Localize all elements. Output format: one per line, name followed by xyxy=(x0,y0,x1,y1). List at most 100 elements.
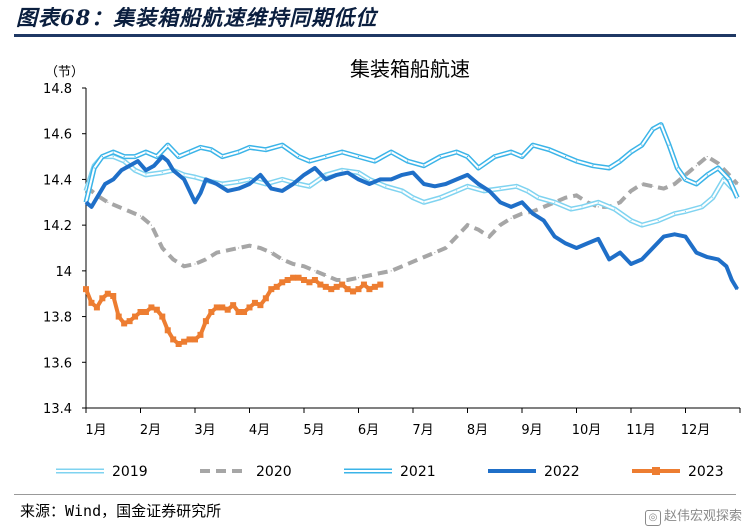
data-point-2020 xyxy=(521,213,523,215)
legend-item-2023: 2023 xyxy=(632,464,724,480)
data-point-2022 xyxy=(325,178,327,181)
data-point-2021 xyxy=(521,155,523,158)
data-point-2023 xyxy=(224,306,231,313)
legend-label: 2020 xyxy=(256,464,292,480)
data-point-2022 xyxy=(586,242,589,245)
data-point-2021 xyxy=(123,155,125,158)
legend-label: 2021 xyxy=(400,464,436,480)
data-point-2022 xyxy=(85,201,87,203)
data-point-2021 xyxy=(652,128,654,130)
y-tick-label: 14 xyxy=(55,265,72,280)
data-point-2019 xyxy=(112,155,114,158)
data-point-2023 xyxy=(115,313,122,320)
data-point-2021 xyxy=(145,151,147,153)
data-point-2020 xyxy=(499,224,501,226)
data-point-2019 xyxy=(145,174,147,176)
data-point-2021 xyxy=(281,144,283,146)
data-point-2022 xyxy=(314,167,316,169)
data-point-2021 xyxy=(439,155,441,158)
x-tick-label: 2月 xyxy=(140,423,161,438)
legend-item-2021: 2021 xyxy=(344,464,436,480)
data-point-2019 xyxy=(134,169,136,171)
data-point-2020 xyxy=(488,235,490,238)
x-tick-label: 12月 xyxy=(681,423,711,438)
y-tick-label: 13.4 xyxy=(43,402,72,417)
data-point-2020 xyxy=(129,210,131,213)
data-point-2019 xyxy=(183,174,185,176)
data-point-2021 xyxy=(112,151,114,153)
data-point-2023 xyxy=(290,274,297,281)
data-point-2022 xyxy=(104,183,106,185)
series-2021 xyxy=(83,122,740,203)
legend-item-2019: 2019 xyxy=(56,464,148,480)
data-point-2023 xyxy=(132,313,139,320)
data-point-2022 xyxy=(357,178,360,181)
data-point-2021 xyxy=(101,155,103,158)
data-point-2020 xyxy=(325,274,327,277)
data-point-2021 xyxy=(466,155,469,158)
x-tick-label: 9月 xyxy=(521,423,542,438)
data-point-2020 xyxy=(194,263,196,265)
y-tick-label: 14.4 xyxy=(43,173,72,188)
data-point-2019 xyxy=(248,178,251,181)
data-point-2022 xyxy=(423,183,425,185)
data-point-2023 xyxy=(360,281,367,288)
data-point-2022 xyxy=(521,201,523,203)
data-point-2022 xyxy=(717,258,719,261)
data-point-2023 xyxy=(279,279,286,286)
data-point-2020 xyxy=(139,215,142,217)
data-point-2023 xyxy=(235,309,242,315)
data-point-2020 xyxy=(118,206,120,208)
line-chart: 集装箱船航速 （节） 13.4 13.6 13.8 14 14.2 14.4 14.6 14.… xyxy=(43,57,741,480)
data-point-2021 xyxy=(357,155,360,158)
data-point-2021 xyxy=(93,167,95,169)
series-2022 xyxy=(84,154,740,291)
data-point-2022 xyxy=(401,174,403,176)
data-point-2020 xyxy=(270,251,272,254)
data-point-2020 xyxy=(216,251,218,254)
data-point-2019 xyxy=(499,187,501,190)
data-point-2022 xyxy=(706,256,708,258)
data-point-2022 xyxy=(292,183,294,185)
data-point-2023 xyxy=(192,336,198,343)
data-point-2021 xyxy=(341,151,343,153)
data-point-2019 xyxy=(701,206,703,208)
data-point-2022 xyxy=(630,263,632,265)
data-point-2020 xyxy=(575,194,578,197)
axes: 13.4 13.6 13.8 14 14.2 14.4 14.6 14.8 1月 2月 3月 4月 5月… xyxy=(43,82,741,438)
data-point-2023 xyxy=(181,338,188,345)
data-point-2022 xyxy=(597,238,599,240)
data-point-2022 xyxy=(238,187,240,190)
data-point-2019 xyxy=(570,208,572,210)
data-point-2022 xyxy=(725,265,727,267)
data-point-2023 xyxy=(142,309,149,315)
data-point-2020 xyxy=(390,270,392,272)
data-point-2023 xyxy=(121,320,128,327)
data-point-2023 xyxy=(99,295,106,302)
data-point-2020 xyxy=(172,258,174,261)
data-point-2019 xyxy=(357,171,360,174)
data-point-2023 xyxy=(93,304,100,311)
data-point-2022 xyxy=(674,233,676,235)
data-point-2021 xyxy=(325,155,327,158)
data-point-2021 xyxy=(676,167,678,169)
data-point-2021 xyxy=(265,149,267,151)
data-point-2021 xyxy=(660,123,662,126)
x-tick-label: 4月 xyxy=(249,423,270,438)
data-point-2019 xyxy=(221,183,223,185)
data-point-2020 xyxy=(423,256,425,258)
data-point-2022 xyxy=(205,178,207,181)
data-point-2021 xyxy=(390,151,392,153)
data-point-2023 xyxy=(295,274,302,281)
data-point-2019 xyxy=(723,178,725,181)
data-point-2020 xyxy=(445,247,447,249)
data-point-2021 xyxy=(736,197,738,199)
data-point-2019 xyxy=(630,219,632,222)
data-point-2021 xyxy=(156,155,158,158)
x-tick-label: 6月 xyxy=(358,423,379,438)
data-point-2020 xyxy=(695,165,698,167)
data-point-2019 xyxy=(554,201,556,203)
data-point-2020 xyxy=(281,258,283,261)
data-point-2022 xyxy=(368,183,370,185)
data-point-2021 xyxy=(374,160,376,162)
